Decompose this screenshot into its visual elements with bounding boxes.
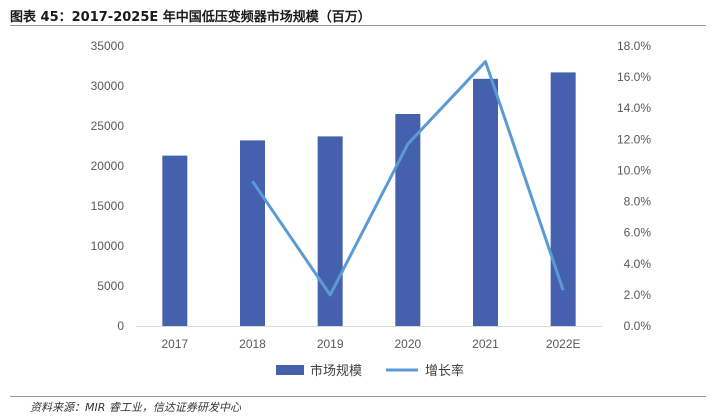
right-tick-label: 14.0% [617, 101, 651, 115]
x-tick-label: 2022E [546, 337, 581, 351]
title-divider [10, 25, 706, 26]
right-axis: 0.0% 2.0% 4.0% 6.0% 8.0% 10.0% 12.0% 14.0% 16.0%… [617, 39, 651, 333]
right-tick-label: 6.0% [624, 226, 652, 240]
x-axis-labels: 2017 2018 2019 2020 2021 2022E [161, 337, 580, 351]
x-tick-label: 2021 [472, 337, 499, 351]
bar-2019 [317, 136, 343, 326]
legend-bar-swatch [276, 365, 304, 375]
right-tick-label: 2.0% [624, 288, 652, 302]
x-tick-label: 2018 [239, 337, 266, 351]
bar-2020 [395, 114, 421, 326]
source-note: 资料来源：MIR 睿工业，信达证券研发中心 [30, 401, 241, 414]
bar-2021 [473, 78, 498, 326]
bar-series [162, 72, 576, 327]
right-tick-label: 8.0% [624, 195, 652, 209]
left-tick-label: 30000 [91, 79, 125, 93]
bar-2018 [240, 140, 265, 326]
right-tick-label: 16.0% [617, 70, 651, 84]
right-tick-label: 18.0% [617, 39, 651, 53]
left-tick-label: 0 [117, 319, 124, 333]
legend: 市场规模 增长率 [276, 363, 464, 379]
legend-line-label: 增长率 [425, 363, 464, 379]
growth-rate-line [251, 60, 565, 297]
left-tick-label: 20000 [91, 159, 125, 173]
left-tick-label: 25000 [91, 119, 125, 133]
left-axis: 0 5000 10000 15000 20000 25000 30000 35000 [91, 39, 125, 333]
right-tick-label: 10.0% [617, 163, 651, 177]
left-tick-label: 10000 [91, 239, 125, 253]
left-tick-label: 15000 [91, 199, 125, 213]
source-divider [10, 396, 706, 397]
bar-2017 [162, 155, 188, 326]
right-tick-label: 12.0% [617, 132, 651, 146]
bar-2022E [550, 72, 576, 327]
x-tick-label: 2020 [394, 337, 421, 351]
x-tick-label: 2017 [161, 337, 188, 351]
chart-title: 图表 45：2017-2025E 年中国低压变频器市场规模（百万） [10, 10, 371, 25]
right-tick-label: 0.0% [624, 319, 652, 333]
x-tick-label: 2019 [317, 337, 344, 351]
legend-bar-label: 市场规模 [310, 363, 362, 379]
left-tick-label: 5000 [97, 279, 124, 293]
left-tick-label: 35000 [91, 39, 125, 53]
right-tick-label: 4.0% [624, 257, 652, 271]
